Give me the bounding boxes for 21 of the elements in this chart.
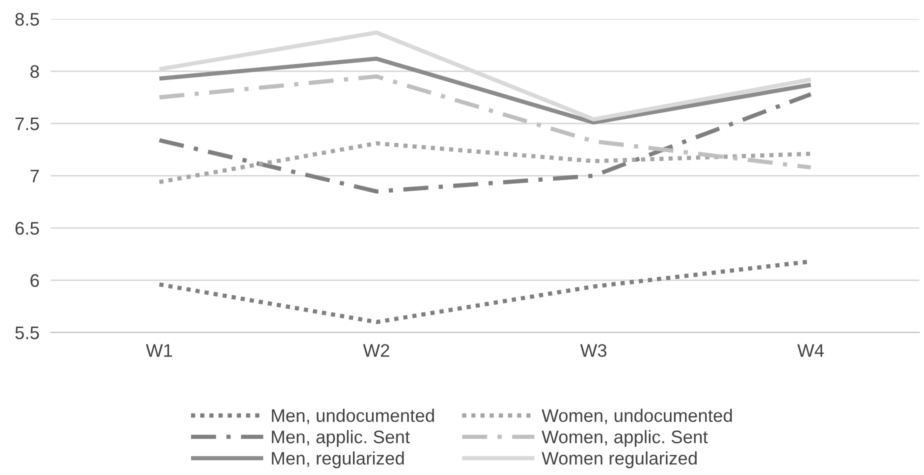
x-tick-label: W2 bbox=[363, 344, 390, 357]
legend-label: Men, regularized bbox=[272, 451, 404, 468]
legend-label: Women, undocumented bbox=[542, 408, 732, 424]
x-tick-label: W3 bbox=[580, 344, 606, 357]
legend-label: Women regularized bbox=[542, 451, 697, 468]
line-series bbox=[157, 141, 813, 184]
line-series bbox=[157, 56, 813, 125]
x-tick-label: W4 bbox=[797, 344, 824, 357]
y-tick-label: 5.5 bbox=[15, 326, 39, 340]
legend-label: Men, applic. Sent bbox=[272, 430, 410, 447]
line-series bbox=[157, 74, 813, 170]
y-tick-label: 7.5 bbox=[16, 118, 39, 130]
legend-label: Men, undocumented bbox=[272, 408, 434, 424]
x-tick-label: W1 bbox=[146, 344, 172, 357]
y-tick-label: 6.5 bbox=[16, 222, 39, 235]
line-series bbox=[157, 92, 813, 194]
y-tick-label: 8.5 bbox=[15, 12, 39, 26]
y-tick-label: 7 bbox=[30, 170, 39, 182]
legend-label: Women, applic. Sent bbox=[542, 430, 708, 447]
y-tick-label: 8 bbox=[30, 65, 39, 78]
y-tick-label: 6 bbox=[30, 274, 39, 287]
